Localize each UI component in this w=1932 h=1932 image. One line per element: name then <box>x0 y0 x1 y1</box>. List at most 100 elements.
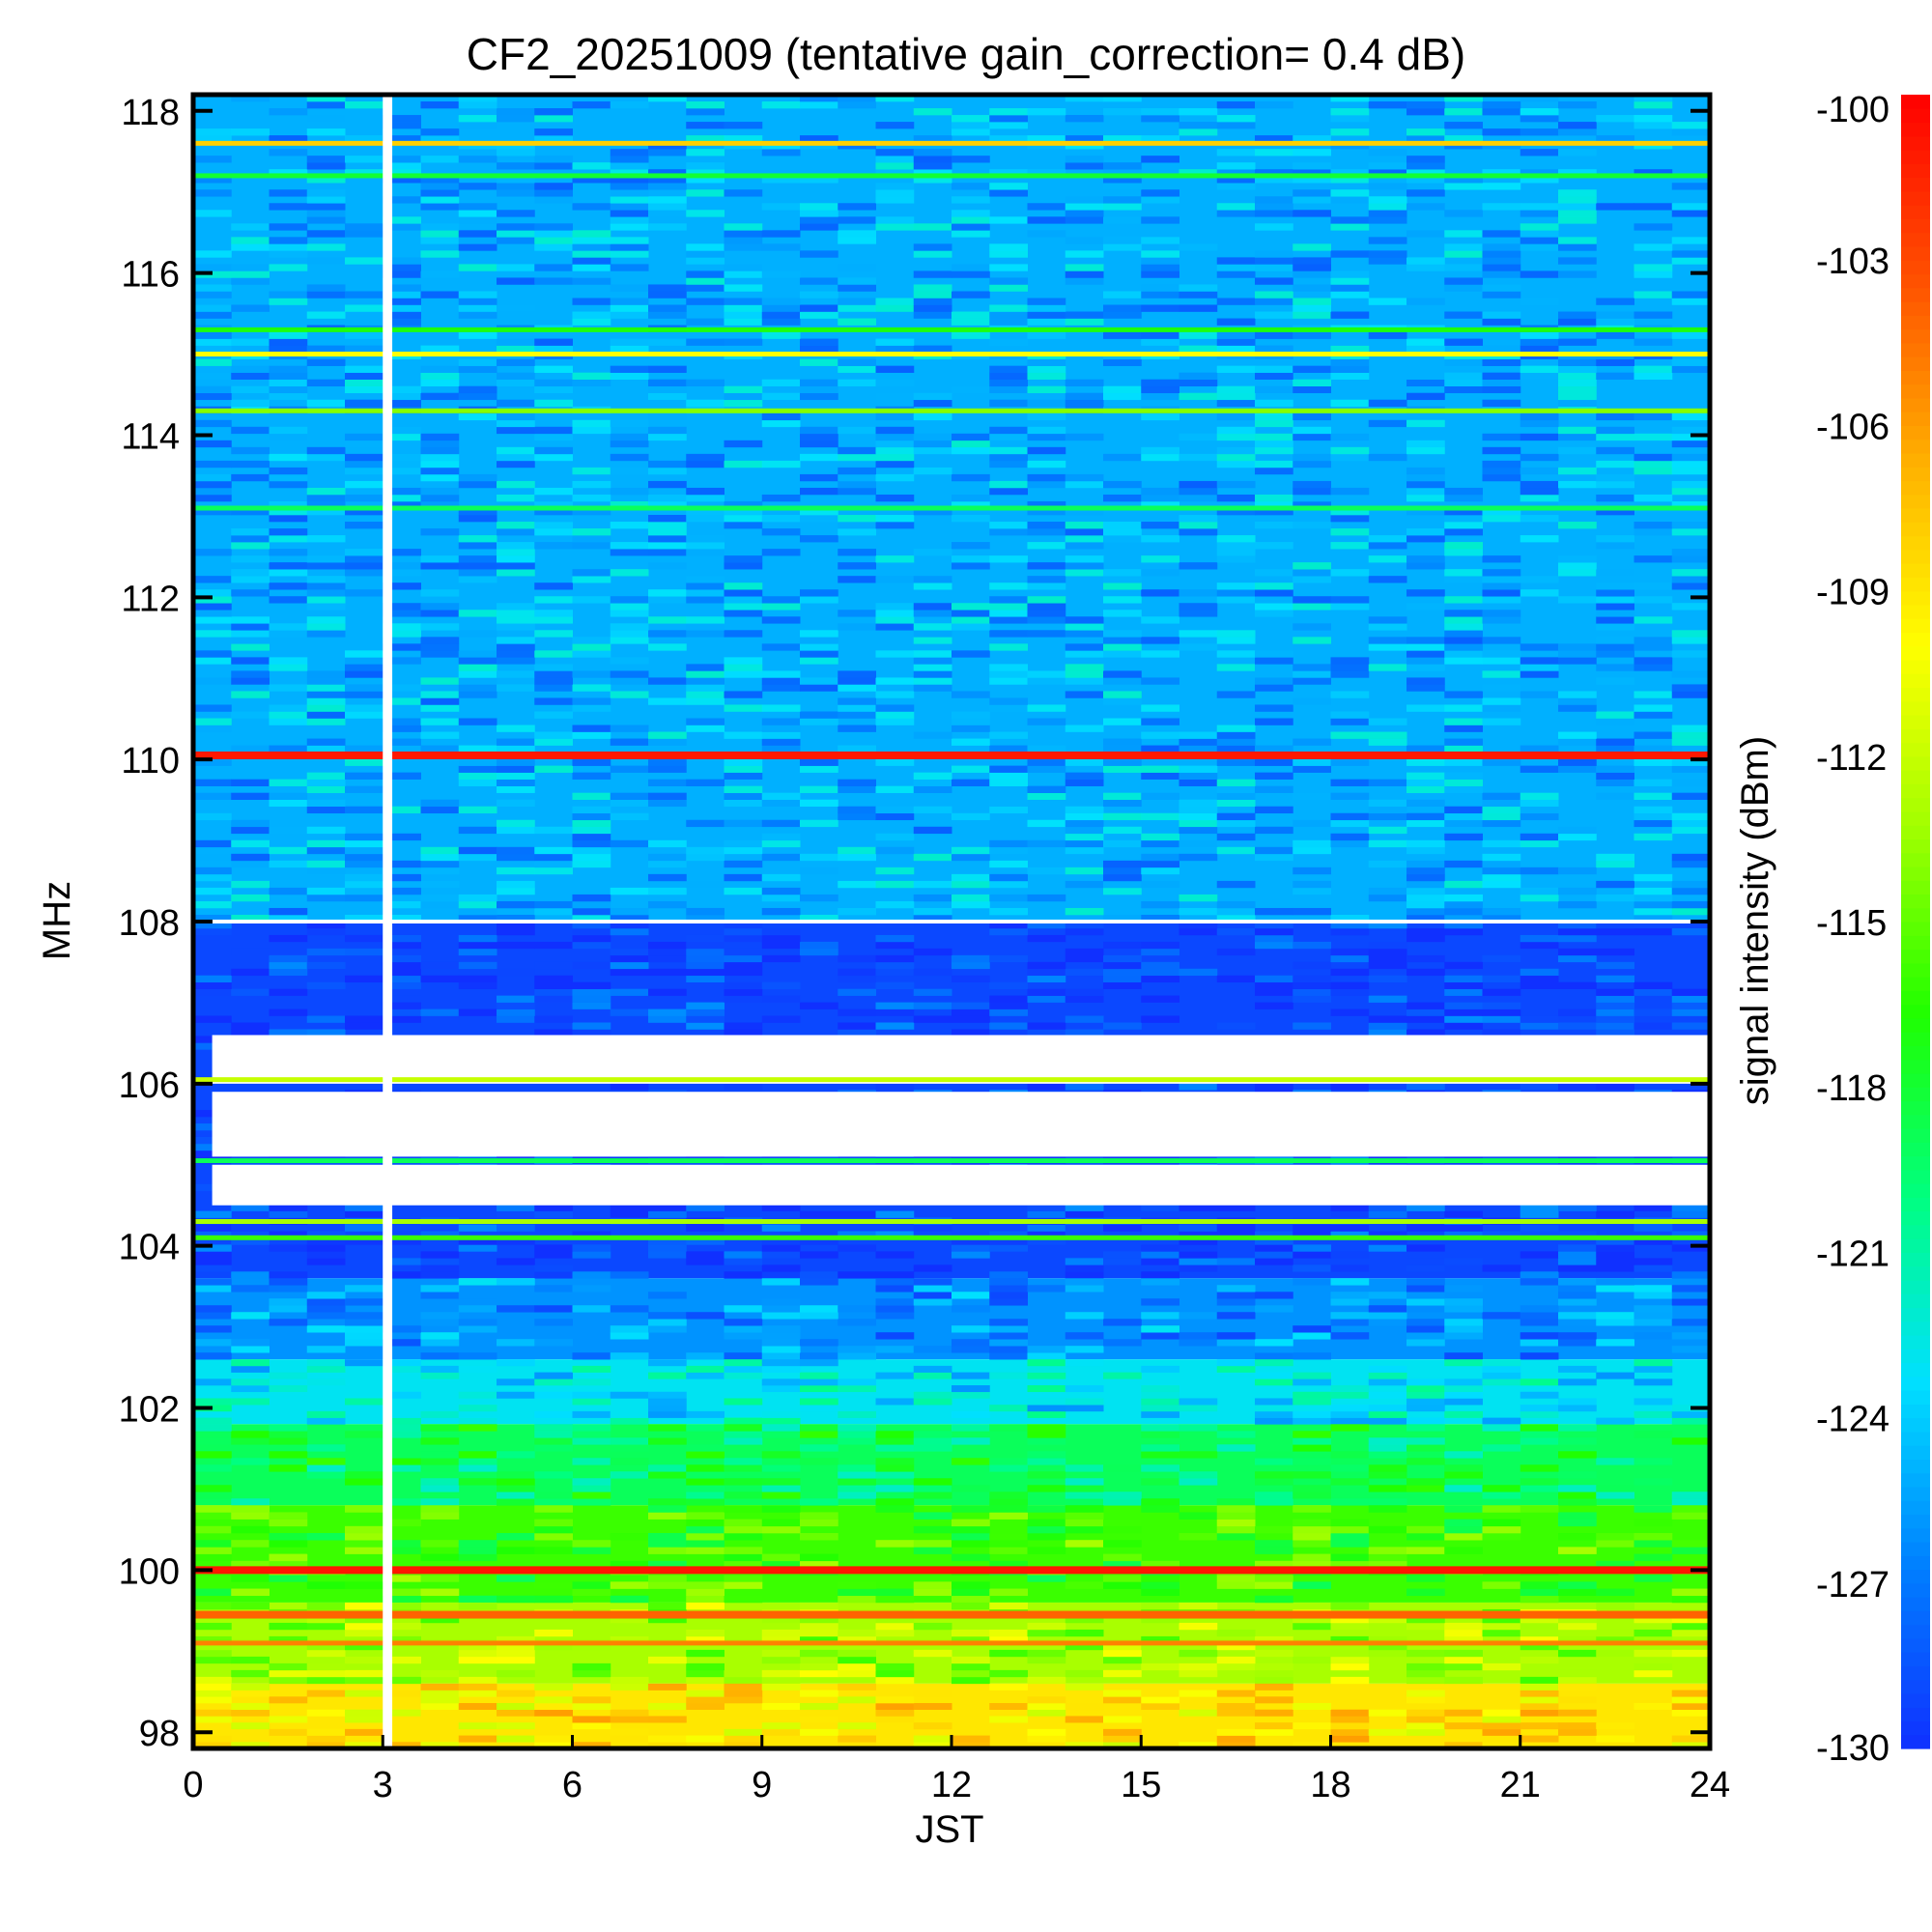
heatmap-cell <box>875 691 915 698</box>
heatmap-cell <box>458 230 497 238</box>
heatmap-cell <box>1141 569 1179 577</box>
heatmap-cell <box>1368 1244 1407 1252</box>
heatmap-cell <box>1558 358 1597 366</box>
heatmap-cell <box>1368 1709 1407 1717</box>
heatmap-cell <box>686 1410 724 1418</box>
heatmap-cell <box>1065 1716 1104 1723</box>
heatmap-cell <box>1330 657 1370 665</box>
heatmap-cell <box>1027 1458 1066 1465</box>
heatmap-cell <box>458 515 497 523</box>
heatmap-cell <box>1634 887 1673 895</box>
heatmap-cell <box>1558 927 1597 936</box>
heatmap-cell <box>458 304 497 312</box>
heatmap-cell <box>761 1352 801 1360</box>
heatmap-cell <box>952 318 990 326</box>
heatmap-cell <box>1065 772 1104 780</box>
heatmap-cell <box>1179 806 1218 814</box>
heatmap-cell <box>1671 853 1711 862</box>
heatmap-cell <box>724 1553 763 1562</box>
heatmap-cell <box>572 1742 611 1749</box>
heatmap-cell <box>458 718 497 725</box>
heatmap-cell <box>1141 522 1179 529</box>
heatmap-cell <box>1027 522 1066 529</box>
heatmap-cell <box>1179 1742 1218 1749</box>
heatmap-cell <box>231 1656 270 1664</box>
heatmap-cell <box>1520 1683 1559 1690</box>
heatmap-cell <box>572 995 611 1003</box>
colorbar-segment <box>1901 452 1930 468</box>
heatmap-cell <box>458 900 497 909</box>
heatmap-cell <box>420 1285 460 1293</box>
heatmap-cell <box>1065 156 1104 163</box>
heatmap-cell <box>1368 1365 1407 1373</box>
heatmap-cell <box>913 1372 952 1379</box>
heatmap-cell <box>534 907 573 916</box>
heatmap-cell <box>1065 664 1104 671</box>
heatmap-cell <box>610 1305 649 1313</box>
heatmap-cell <box>686 508 724 516</box>
heatmap-cell <box>193 758 232 766</box>
heatmap-cell <box>1634 664 1673 671</box>
heatmap-cell <box>648 1742 687 1749</box>
heatmap-cell <box>1330 115 1370 123</box>
heatmap-cell <box>648 1540 687 1548</box>
heatmap-cell <box>420 894 460 902</box>
heatmap-cell <box>989 922 1028 929</box>
heatmap-cell <box>989 1669 1028 1678</box>
heatmap-cell <box>193 338 232 346</box>
heatmap-cell <box>838 779 876 786</box>
heatmap-cell <box>1558 392 1597 401</box>
heatmap-cell <box>724 664 763 671</box>
heatmap-cell <box>193 1683 232 1690</box>
colorbar-segment <box>1901 728 1930 744</box>
heatmap-cell <box>761 1244 801 1252</box>
heatmap-cell <box>1596 446 1634 455</box>
heatmap-cell <box>572 819 611 828</box>
heatmap-cell <box>648 304 687 312</box>
heatmap-cell <box>1216 630 1256 638</box>
heatmap-cell <box>1179 643 1218 651</box>
heatmap-cell <box>497 670 535 678</box>
heatmap-cell <box>1255 1525 1293 1534</box>
heatmap-cell <box>345 549 384 556</box>
heatmap-cell <box>724 1560 763 1569</box>
heatmap-cell <box>1444 230 1483 238</box>
heatmap-cell <box>686 1444 724 1452</box>
heatmap-cell <box>1293 412 1331 421</box>
heatmap-cell <box>193 603 232 611</box>
heatmap-cell <box>838 988 876 996</box>
heatmap-cell <box>1293 1231 1331 1238</box>
heatmap-cell <box>724 995 763 1003</box>
heatmap-cell <box>913 1431 952 1438</box>
heatmap-cell <box>1558 569 1597 577</box>
heatmap-cell <box>1293 1444 1331 1452</box>
heatmap-cell <box>1141 772 1179 780</box>
heatmap-cell <box>1065 1505 1104 1513</box>
heatmap-cell <box>383 569 421 577</box>
heatmap-cell <box>1596 1278 1634 1286</box>
heatmap-cell <box>534 738 573 746</box>
heatmap-cell <box>534 630 573 638</box>
heatmap-cell <box>420 446 460 455</box>
heatmap-cell <box>1406 1728 1445 1736</box>
heatmap-cell <box>724 610 763 617</box>
heatmap-cell <box>1596 1251 1634 1259</box>
heatmap-cell <box>1179 379 1218 387</box>
heatmap-cell <box>1293 433 1331 441</box>
heatmap-cell <box>648 549 687 556</box>
heatmap-cell <box>989 1352 1028 1360</box>
heatmap-cell <box>497 1533 535 1541</box>
heatmap-cell <box>1103 643 1142 651</box>
heatmap-cell <box>1216 799 1256 808</box>
colorbar-segment <box>1901 1279 1930 1294</box>
heatmap-cell <box>1444 975 1483 983</box>
heatmap-cell <box>1406 603 1445 611</box>
heatmap-cell <box>1293 1325 1331 1333</box>
heatmap-cell <box>193 473 232 482</box>
heatmap-cell <box>231 691 270 698</box>
heatmap-cell <box>952 1372 990 1379</box>
heatmap-cell <box>875 880 915 889</box>
heatmap-cell <box>648 799 687 808</box>
heatmap-cell <box>306 1547 346 1554</box>
heatmap-cell <box>1179 968 1218 977</box>
